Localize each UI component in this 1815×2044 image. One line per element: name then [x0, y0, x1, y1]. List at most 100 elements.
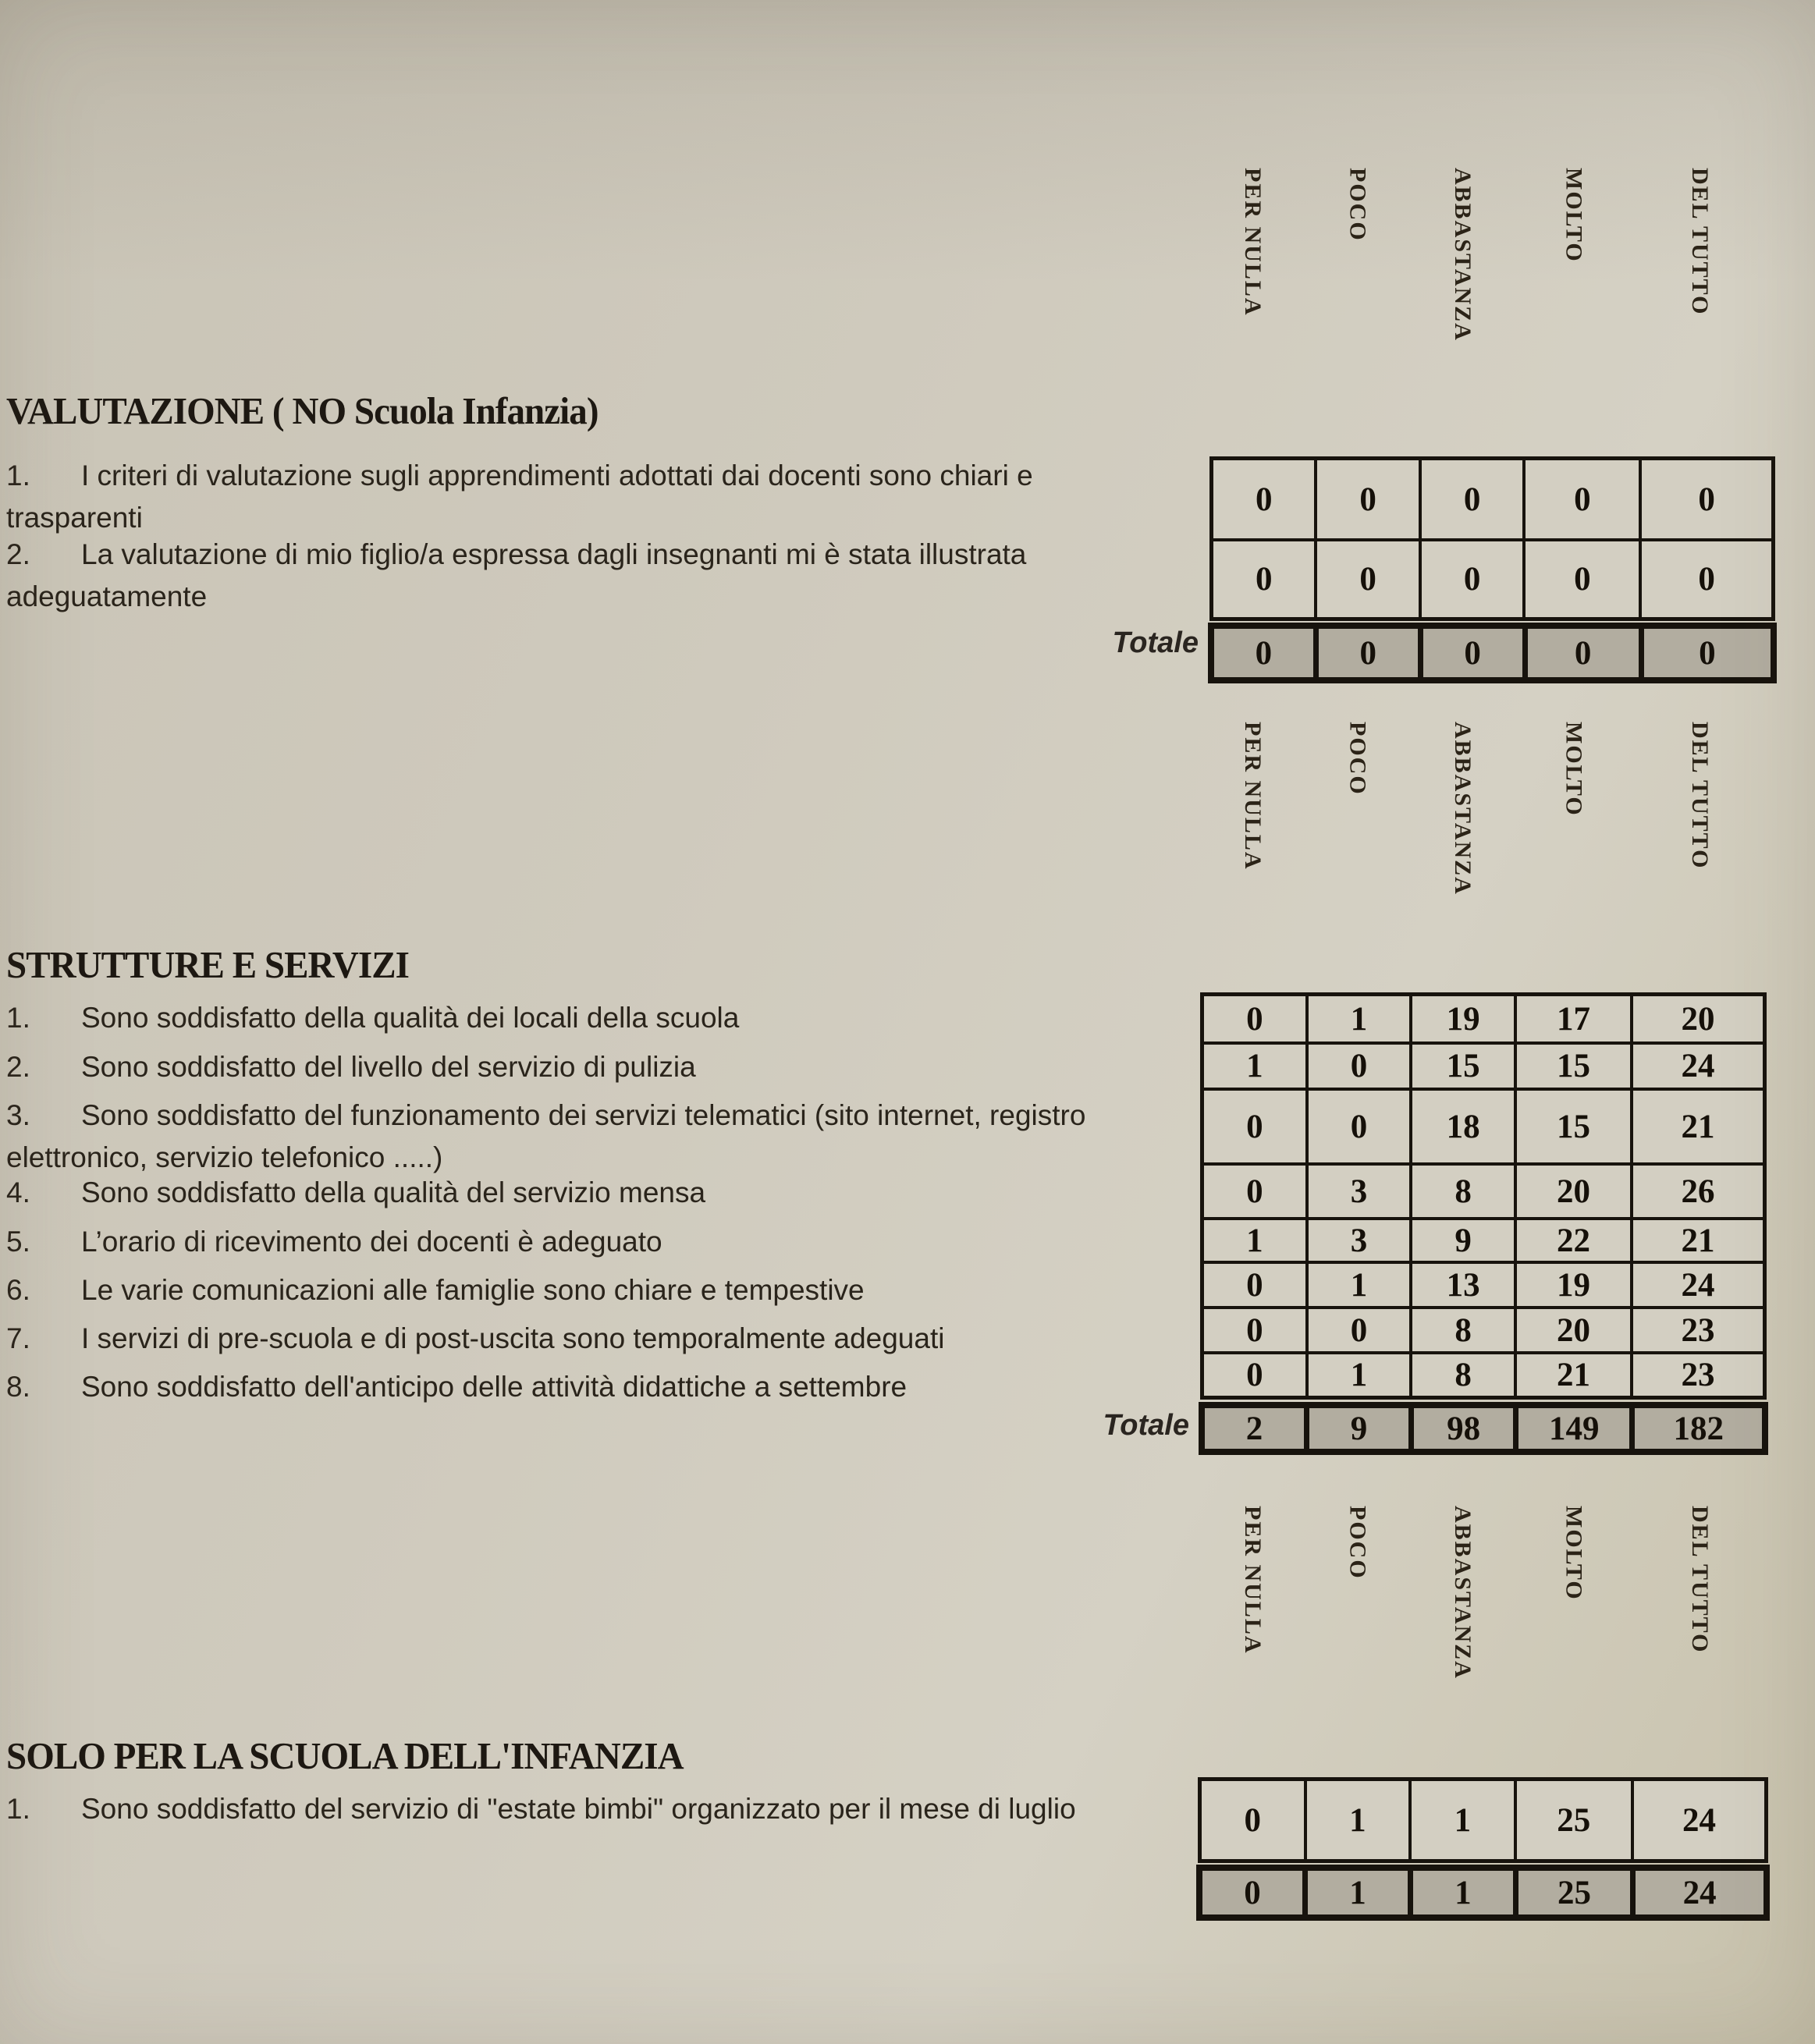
- scale-label-abbastanza: ABBASTANZA: [1450, 722, 1476, 896]
- item-number: 1.: [6, 460, 30, 491]
- table-cell: 0: [1204, 1091, 1305, 1162]
- table-cell: 21: [1633, 1091, 1763, 1162]
- scale-label-poco: POCO: [1344, 1506, 1371, 1580]
- scale-label-abbastanza: ABBASTANZA: [1450, 1506, 1476, 1680]
- scale-column: ABBASTANZA: [1410, 722, 1515, 909]
- table-cell: 0: [1526, 541, 1639, 617]
- table-cell: 20: [1633, 996, 1763, 1042]
- table-cell: 0: [1213, 541, 1315, 617]
- scale-column: POCO: [1305, 168, 1409, 355]
- table-cell: 0: [1308, 1045, 1410, 1088]
- item-number: 4.: [6, 1176, 30, 1208]
- section-heading-valutazione: VALUTAZIONE ( NO Scuola Infanzia): [6, 389, 599, 432]
- infanzia-totale-row: 0 1 1 25 24: [1196, 1865, 1770, 1921]
- table-cell: 23: [1633, 1354, 1763, 1396]
- table-cell: 19: [1516, 1264, 1631, 1306]
- scale-label-molto: MOLTO: [1561, 722, 1587, 817]
- table-cell: 24: [1633, 1781, 1764, 1859]
- table-cell: 8: [1412, 1354, 1514, 1396]
- scale-label-molto: MOLTO: [1561, 168, 1587, 263]
- scale-column: PER NULLA: [1200, 168, 1305, 355]
- table-cell: 0: [1204, 1309, 1305, 1351]
- item-number: 1.: [6, 1002, 30, 1034]
- totale-cell: 1: [1307, 1871, 1408, 1914]
- table-cell: 0: [1213, 460, 1315, 538]
- rating-scale-header-2: PER NULLA POCO ABBASTANZA MOLTO DEL TUTT…: [1200, 722, 1767, 909]
- scale-column: MOLTO: [1515, 722, 1632, 909]
- question-item: 1. Sono soddisfatto del servizio di "esta…: [6, 1788, 1161, 1830]
- table-cell: 15: [1516, 1045, 1631, 1088]
- item-number: 2.: [6, 1051, 30, 1083]
- question-item: 2. Sono soddisfatto del livello del servi…: [6, 1046, 1161, 1088]
- totale-cell: 1: [1412, 1871, 1513, 1914]
- table-cell: 8: [1412, 1309, 1514, 1351]
- table-cell: 25: [1516, 1781, 1631, 1859]
- table-cell: 0: [1204, 1264, 1305, 1306]
- totale-cell: 0: [1214, 629, 1313, 677]
- table-cell: 21: [1516, 1354, 1631, 1396]
- rating-scale-header-1: PER NULLA POCO ABBASTANZA MOLTO DEL TUTT…: [1200, 168, 1767, 355]
- table-cell: 9: [1412, 1220, 1514, 1261]
- question-item: 1. I criteri di valutazione sugli apprend…: [6, 455, 1161, 539]
- table-cell: 21: [1633, 1220, 1763, 1261]
- table-cell: 0: [1421, 460, 1523, 538]
- table-cell: 24: [1633, 1264, 1763, 1306]
- table-cell: 8: [1412, 1166, 1514, 1217]
- item-text-continued: adeguatamente: [6, 580, 208, 612]
- table-cell: 0: [1317, 460, 1419, 538]
- item-text-continued: trasparenti: [6, 502, 143, 534]
- table-cell: 0: [1204, 1354, 1305, 1396]
- item-number: 8.: [6, 1371, 30, 1403]
- table-cell: 0: [1642, 541, 1771, 617]
- scale-label-poco: POCO: [1344, 168, 1371, 242]
- table-cell: 15: [1516, 1091, 1631, 1162]
- scale-label-del-tutto: DEL TUTTO: [1686, 722, 1713, 870]
- totale-cell: 0: [1318, 629, 1418, 677]
- infanzia-results-table: 0 1 1 25 24: [1198, 1777, 1768, 1863]
- table-cell: 1: [1412, 1781, 1514, 1859]
- item-number: 6.: [6, 1274, 30, 1306]
- scale-column: DEL TUTTO: [1632, 722, 1767, 909]
- section-heading-infanzia: SOLO PER LA SCUOLA DELL'INFANZIA: [6, 1734, 684, 1777]
- table-cell: 1: [1306, 1781, 1409, 1859]
- table-cell: 0: [1642, 460, 1771, 538]
- strutture-results-table: 0 1 19 17 20 1 0 15 15 24 0 0 18 15 21 0…: [1200, 992, 1767, 1400]
- totale-label: Totale: [1112, 626, 1199, 659]
- totale-cell: 0: [1423, 629, 1522, 677]
- table-cell: 18: [1412, 1091, 1514, 1162]
- scale-column: PER NULLA: [1200, 722, 1305, 909]
- table-cell: 15: [1412, 1045, 1514, 1088]
- item-text: Le varie comunicazioni alle famiglie son…: [81, 1274, 865, 1306]
- table-cell: 0: [1317, 541, 1419, 617]
- valutazione-results-table: 0 0 0 0 0 0 0 0 0 0: [1209, 456, 1775, 621]
- table-cell: 24: [1633, 1045, 1763, 1088]
- totale-label: Totale: [1103, 1409, 1190, 1442]
- scale-column: POCO: [1305, 722, 1409, 909]
- totale-cell: 25: [1518, 1871, 1631, 1914]
- table-cell: 1: [1308, 1354, 1410, 1396]
- question-item: 3. Sono soddisfatto del funzionamento dei…: [6, 1095, 1161, 1179]
- table-cell: 23: [1633, 1309, 1763, 1351]
- item-number: 7.: [6, 1322, 30, 1354]
- table-cell: 20: [1516, 1166, 1631, 1217]
- item-text-continued: elettronico, servizio telefonico .....): [6, 1141, 443, 1173]
- table-cell: 3: [1308, 1220, 1410, 1261]
- question-item: 8. Sono soddisfatto dell'anticipo delle a…: [6, 1366, 1161, 1408]
- item-number: 3.: [6, 1099, 30, 1131]
- scale-column: MOLTO: [1515, 1506, 1632, 1693]
- table-cell: 20: [1516, 1309, 1631, 1351]
- item-text: L’orario di ricevimento dei docenti è ad…: [81, 1226, 662, 1258]
- item-text: Sono soddisfatto del funzionamento dei s…: [81, 1099, 1086, 1131]
- section-heading-strutture: STRUTTURE E SERVIZI: [6, 943, 410, 986]
- scale-label-per-nulla: PER NULLA: [1240, 1506, 1266, 1655]
- table-cell: 0: [1308, 1091, 1410, 1162]
- totale-cell: 0: [1202, 1871, 1302, 1914]
- table-cell: 0: [1421, 541, 1523, 617]
- item-number: 1.: [6, 1793, 30, 1825]
- scale-column: DEL TUTTO: [1632, 168, 1767, 355]
- table-cell: 0: [1204, 1166, 1305, 1217]
- scale-label-abbastanza: ABBASTANZA: [1450, 168, 1476, 342]
- scale-column: ABBASTANZA: [1410, 1506, 1515, 1693]
- question-item: 4. Sono soddisfatto della qualità del ser…: [6, 1172, 1161, 1214]
